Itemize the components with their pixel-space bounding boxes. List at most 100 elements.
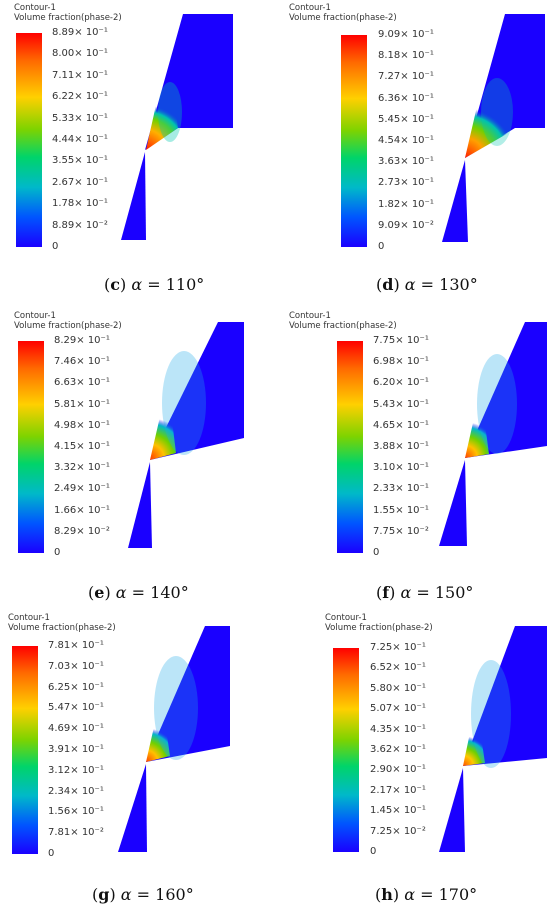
colorbar-tick-label: 1.78× 10⁻¹	[52, 198, 108, 210]
colorbar-tick-label: 0	[370, 846, 377, 857]
legend-variable: Volume fraction(phase-2)	[325, 623, 433, 633]
colorbar	[12, 646, 38, 854]
colorbar-tick-label: 8.18× 10⁻¹	[378, 50, 434, 62]
legend-title: Contour-1	[289, 3, 331, 13]
colorbar-tick-label: 5.80× 10⁻¹	[370, 682, 426, 694]
lower-domain	[439, 768, 465, 852]
upper-domain	[463, 626, 547, 766]
volume-fraction-contour	[118, 626, 230, 852]
colorbar-tick-label: 0	[52, 241, 59, 252]
legend-title: Contour-1	[325, 613, 367, 623]
colorbar-tick-label: 3.55× 10⁻¹	[52, 155, 108, 167]
lower-domain	[118, 764, 147, 852]
colorbar-tick-label: 3.10× 10⁻¹	[373, 462, 429, 474]
liquid-plume	[463, 728, 485, 766]
liquid-plume	[150, 408, 176, 460]
plume-glow	[481, 78, 513, 146]
legend-title: Contour-1	[14, 311, 56, 321]
colorbar-tick-label: 2.90× 10⁻¹	[370, 764, 426, 776]
panel-e: Contour-1 Volume fraction(phase-2) (e) α…	[0, 308, 275, 613]
colorbar	[18, 341, 44, 553]
colorbar	[333, 648, 359, 852]
colorbar-tick-label: 3.12× 10⁻¹	[48, 764, 104, 776]
colorbar-tick-label: 0	[373, 547, 380, 558]
plume-glow	[471, 660, 511, 768]
panel-g: Contour-1 Volume fraction(phase-2) (g) α…	[0, 610, 275, 915]
colorbar-tick-label: 7.03× 10⁻¹	[48, 660, 104, 672]
plume-glow	[158, 82, 182, 142]
colorbar-tick-label: 6.22× 10⁻¹	[52, 91, 108, 103]
caption-g: (g) α = 160°	[92, 885, 194, 904]
colorbar-tick-label: 6.36× 10⁻¹	[378, 92, 434, 104]
colorbar-tick-label: 7.81× 10⁻¹	[48, 640, 104, 651]
colorbar	[16, 33, 42, 247]
caption-e: (e) α = 140°	[88, 583, 189, 602]
colorbar-tick-label: 6.20× 10⁻¹	[373, 377, 429, 389]
colorbar-tick-label: 5.45× 10⁻¹	[378, 113, 434, 125]
legend-title: Contour-1	[289, 311, 331, 321]
colorbar-tick-label: 1.55× 10⁻¹	[373, 504, 429, 516]
colorbar-tick-label: 4.65× 10⁻¹	[373, 419, 429, 431]
colorbar-tick-label: 2.33× 10⁻¹	[373, 483, 429, 495]
colorbar-tick-label: 7.25× 10⁻²	[370, 825, 426, 837]
liquid-plume	[465, 414, 489, 458]
plume-glow	[154, 656, 198, 760]
legend-variable: Volume fraction(phase-2)	[289, 321, 397, 331]
colorbar-tick-label: 3.91× 10⁻¹	[48, 744, 104, 755]
colorbar-tick-label: 5.33× 10⁻¹	[52, 112, 108, 124]
colorbar-tick-label: 5.47× 10⁻¹	[48, 702, 104, 714]
panel-c: Contour-1 Volume fraction(phase-2) (c) α…	[0, 0, 275, 305]
legend-variable: Volume fraction(phase-2)	[8, 623, 116, 633]
caption-d: (d) α = 130°	[376, 275, 478, 294]
colorbar-tick-label: 2.73× 10⁻¹	[378, 177, 434, 189]
colorbar-tick-label: 4.44× 10⁻¹	[52, 134, 108, 145]
colorbar-tick-label: 9.09× 10⁻¹	[378, 29, 434, 40]
upper-domain	[465, 322, 547, 458]
panel-d: Contour-1 Volume fraction(phase-2) (d) α…	[275, 0, 550, 305]
colorbar-tick-label: 2.34× 10⁻¹	[48, 785, 104, 797]
colorbar-tick-label: 9.09× 10⁻²	[378, 219, 434, 231]
colorbar-tick-label: 4.69× 10⁻¹	[48, 723, 104, 735]
volume-fraction-contour	[121, 14, 233, 240]
colorbar-tick-label: 7.11× 10⁻¹	[52, 69, 108, 81]
colorbar-tick-label: 5.43× 10⁻¹	[373, 398, 429, 410]
colorbar-tick-label: 7.75× 10⁻¹	[373, 335, 429, 346]
plume-glow	[162, 351, 206, 455]
colorbar-tick-label: 1.56× 10⁻¹	[48, 806, 104, 818]
colorbar-tick-label: 7.81× 10⁻²	[48, 827, 104, 839]
colorbar-tick-label: 1.66× 10⁻¹	[54, 504, 110, 516]
colorbar-tick-label: 0	[48, 848, 55, 859]
lower-domain	[442, 160, 468, 242]
legend-variable: Volume fraction(phase-2)	[14, 321, 122, 331]
colorbar-tick-label: 8.89× 10⁻¹	[52, 27, 108, 38]
colorbar-tick-label: 6.63× 10⁻¹	[54, 377, 110, 389]
caption-h: (h) α = 170°	[375, 885, 478, 904]
colorbar-tick-label: 1.45× 10⁻¹	[370, 805, 426, 817]
colorbar-tick-label: 4.35× 10⁻¹	[370, 723, 426, 735]
colorbar-tick-label: 4.54× 10⁻¹	[378, 135, 434, 146]
liquid-plume	[465, 72, 510, 158]
volume-fraction-contour	[439, 322, 547, 546]
volume-fraction-contour	[439, 626, 547, 852]
legend-variable: Volume fraction(phase-2)	[14, 13, 122, 23]
volume-fraction-contour	[128, 322, 244, 548]
volume-fraction-contour	[442, 14, 545, 242]
legend-variable: Volume fraction(phase-2)	[289, 13, 397, 23]
colorbar-tick-label: 3.62× 10⁻¹	[370, 744, 426, 755]
colorbar-tick-label: 2.17× 10⁻¹	[370, 784, 426, 796]
legend-title: Contour-1	[8, 613, 50, 623]
colorbar-tick-label: 3.32× 10⁻¹	[54, 462, 110, 474]
lower-domain	[128, 462, 152, 548]
caption-c: (c) α = 110°	[104, 275, 205, 294]
upper-domain	[146, 626, 230, 762]
colorbar-tick-label: 8.29× 10⁻²	[54, 525, 110, 537]
legend-title: Contour-1	[14, 3, 56, 13]
panel-f: Contour-1 Volume fraction(phase-2) (f) α…	[275, 308, 550, 613]
liquid-plume	[146, 718, 170, 762]
colorbar-tick-label: 8.00× 10⁻¹	[52, 48, 108, 60]
plume-glow	[477, 354, 517, 454]
colorbar-tick-label: 6.52× 10⁻¹	[370, 662, 426, 674]
colorbar-tick-label: 4.98× 10⁻¹	[54, 419, 110, 431]
colorbar-tick-label: 8.29× 10⁻¹	[54, 335, 110, 346]
colorbar-tick-label: 3.88× 10⁻¹	[373, 441, 429, 452]
